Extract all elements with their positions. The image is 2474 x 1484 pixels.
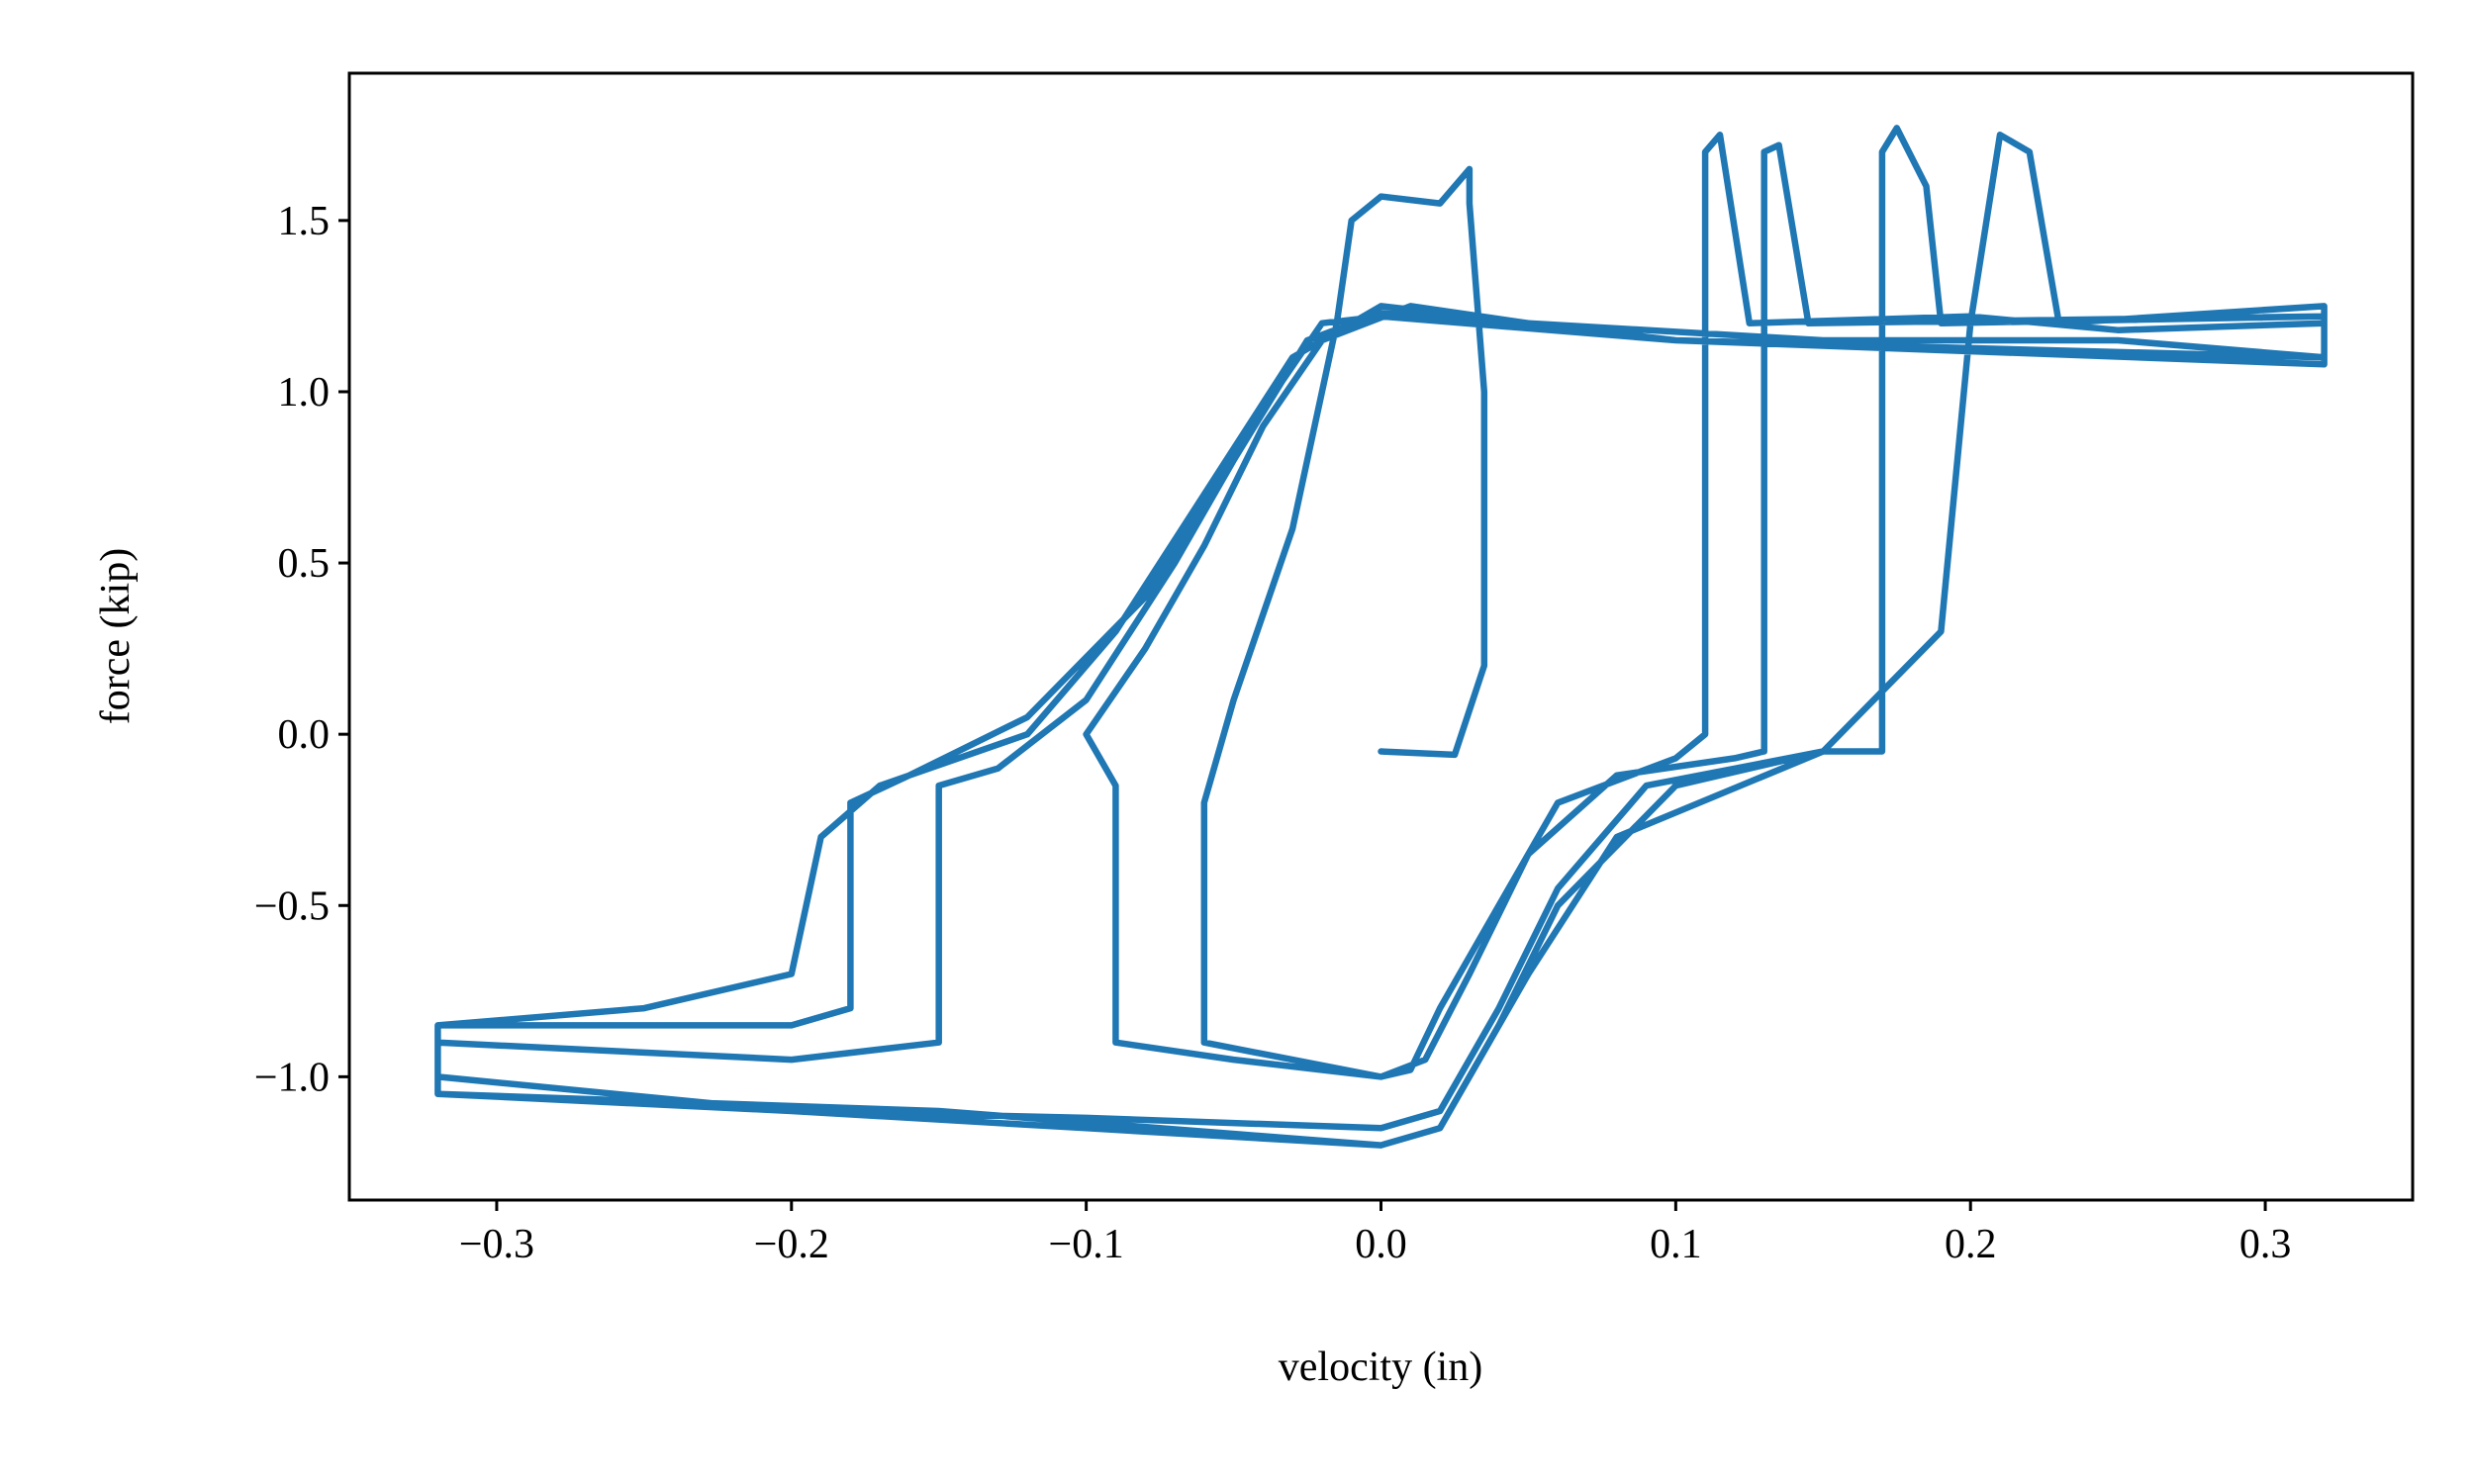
x-tick-label: −0.1 — [1049, 1222, 1124, 1267]
x-tick-label: 0.0 — [1355, 1222, 1407, 1267]
x-tick-label: −0.3 — [459, 1222, 534, 1267]
x-tick-label: −0.2 — [754, 1222, 829, 1267]
x-tick-label: 0.3 — [2239, 1222, 2292, 1267]
y-tick-label: 1.0 — [278, 370, 331, 416]
y-tick-label: 0.5 — [278, 541, 331, 587]
x-tick-label: 0.2 — [1945, 1222, 1997, 1267]
plot-frame — [347, 71, 2415, 1202]
x-tick-label: 0.1 — [1650, 1222, 1702, 1267]
y-tick-label: 1.5 — [278, 199, 331, 244]
y-tick-label: −1.0 — [254, 1055, 330, 1100]
y-tick-label: −0.5 — [254, 883, 330, 929]
y-tick-label: 0.0 — [278, 712, 331, 758]
y-axis-label: force (kip) — [93, 548, 139, 724]
x-axis-label: velocity (in) — [1279, 1345, 1482, 1390]
data-line — [434, 125, 2328, 1149]
